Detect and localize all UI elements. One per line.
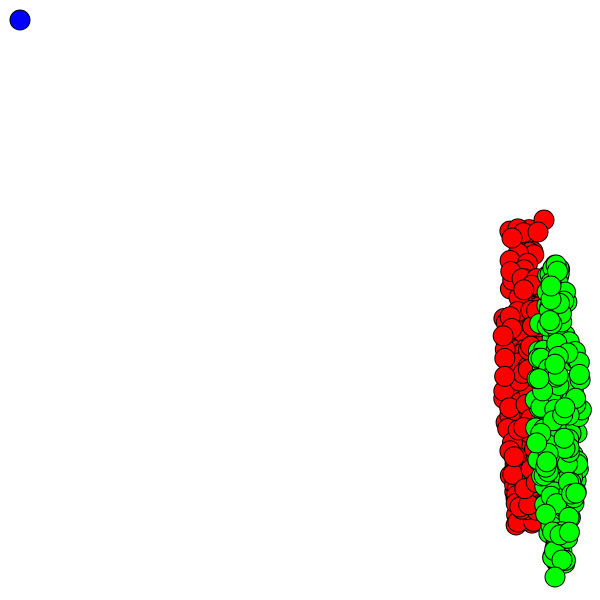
green-node bbox=[553, 427, 575, 449]
green-node bbox=[565, 482, 587, 504]
red-node bbox=[527, 221, 549, 243]
green-node bbox=[544, 353, 566, 375]
green-node bbox=[528, 368, 550, 390]
green-node bbox=[568, 363, 590, 385]
red-node bbox=[513, 279, 535, 301]
green-node bbox=[540, 275, 562, 297]
red-node bbox=[503, 446, 525, 468]
green-node bbox=[535, 503, 557, 525]
green-node bbox=[536, 451, 558, 473]
green-node bbox=[554, 397, 576, 419]
red-node bbox=[494, 365, 516, 387]
green-node bbox=[558, 521, 580, 543]
green-node bbox=[539, 310, 561, 332]
red-node bbox=[501, 227, 523, 249]
red-node bbox=[494, 347, 516, 369]
red-node bbox=[492, 325, 514, 347]
outlier-group bbox=[9, 9, 31, 31]
green-node bbox=[526, 432, 548, 454]
blue-outlier-node bbox=[9, 9, 31, 31]
green-cluster bbox=[524, 254, 592, 588]
green-node bbox=[544, 566, 566, 588]
